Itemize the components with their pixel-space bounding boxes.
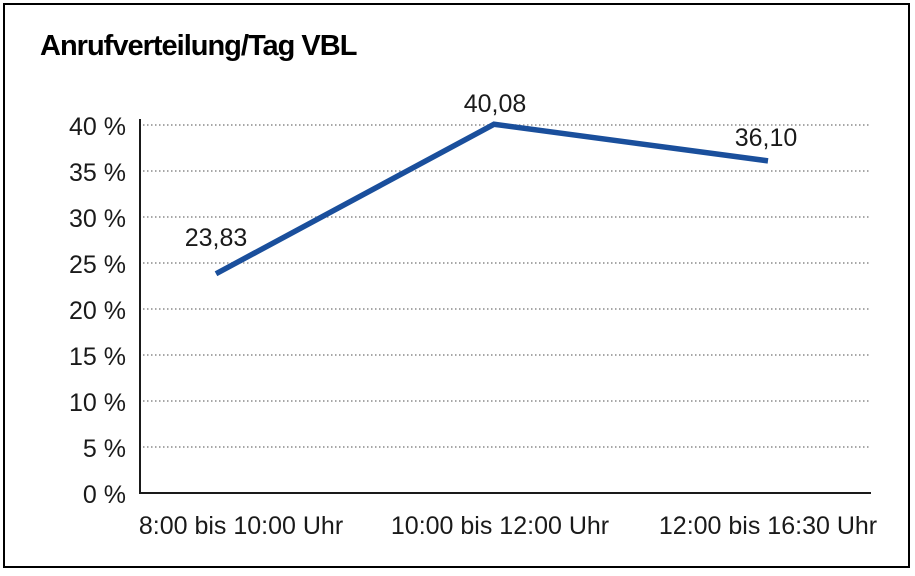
y-axis-tick-label: 10 % xyxy=(69,389,126,417)
gridlines xyxy=(143,124,871,448)
chart-title: Anrufverteilung/Tag VBL xyxy=(40,30,357,62)
y-axis-tick-label: 15 % xyxy=(69,343,126,371)
y-axis-tick-label: 0 % xyxy=(82,481,126,509)
chart-frame-border xyxy=(3,3,910,568)
x-axis-category-label: 12:00 bis 16:30 Uhr xyxy=(658,512,878,540)
y-axis-tick-label: 20 % xyxy=(69,297,126,325)
y-axis-tick-label: 40 % xyxy=(69,113,126,141)
data-point-label: 40,08 xyxy=(463,90,527,119)
data-point-label: 23,83 xyxy=(184,223,248,252)
y-axis-tick-label: 5 % xyxy=(82,435,126,463)
axis-lines xyxy=(139,119,871,494)
y-axis-tick-label: 25 % xyxy=(69,251,126,279)
data-point-label: 36,10 xyxy=(734,123,798,152)
y-axis-tick-label: 30 % xyxy=(69,205,126,233)
y-axis-tick-label: 35 % xyxy=(69,159,126,187)
series-line xyxy=(214,121,769,277)
axes xyxy=(139,119,871,494)
x-axis-category-label: 8:00 bis 10:00 Uhr xyxy=(138,512,344,540)
x-axis-category-label: 10:00 bis 12:00 Uhr xyxy=(390,512,610,540)
